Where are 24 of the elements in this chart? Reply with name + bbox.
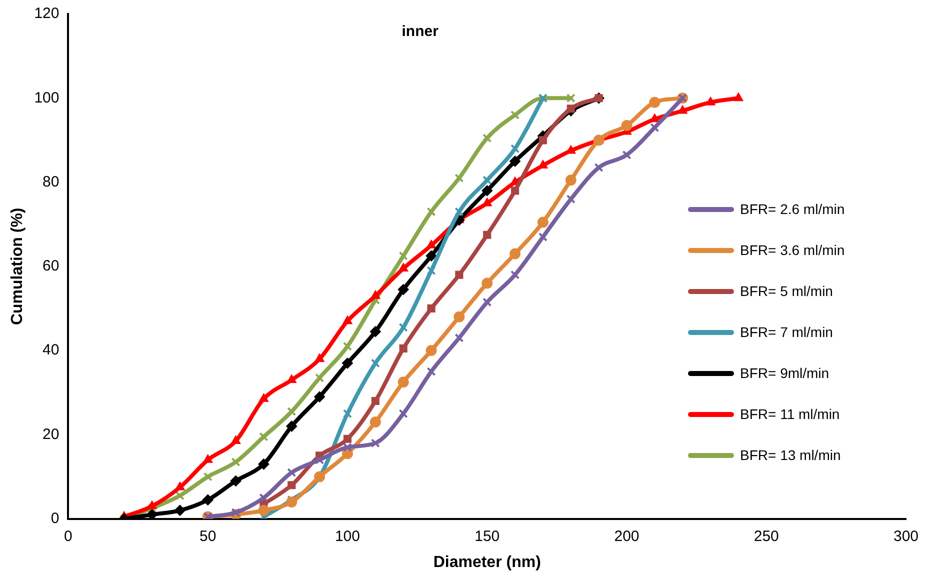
x-tick-label: 150 [474, 528, 500, 545]
y-tick-label: 120 [34, 5, 60, 22]
y-tick-label: 20 [42, 426, 60, 443]
x-tick-label: 50 [200, 528, 216, 545]
legend-label: BFR= 3.6 ml/min [740, 242, 845, 258]
x-tick-label: 250 [754, 528, 779, 545]
legend-label: BFR= 2.6 ml/min [740, 201, 845, 217]
x-tick-label: 200 [614, 528, 640, 545]
y-tick-label: 80 [42, 173, 60, 190]
x-tick-label: 100 [334, 528, 360, 545]
legend-label: BFR= 5 ml/min [740, 283, 833, 299]
legend-label: BFR= 11 ml/min [740, 406, 840, 422]
y-tick-label: 40 [42, 342, 60, 359]
x-tick-label: 300 [893, 528, 919, 545]
legend-label: BFR= 7 ml/min [740, 324, 833, 340]
legend-label: BFR= 13 ml/min [740, 447, 841, 463]
text: inner [402, 23, 439, 40]
legend-label: BFR= 9ml/min [740, 365, 830, 381]
y-axis-title: Cumulation (%) [9, 208, 26, 326]
x-axis-title: Diameter (nm) [433, 554, 541, 571]
y-tick-label: 60 [42, 258, 60, 275]
y-tick-label: 0 [50, 510, 60, 527]
x-tick-label: 0 [64, 528, 72, 545]
y-tick-label: 100 [34, 89, 60, 106]
